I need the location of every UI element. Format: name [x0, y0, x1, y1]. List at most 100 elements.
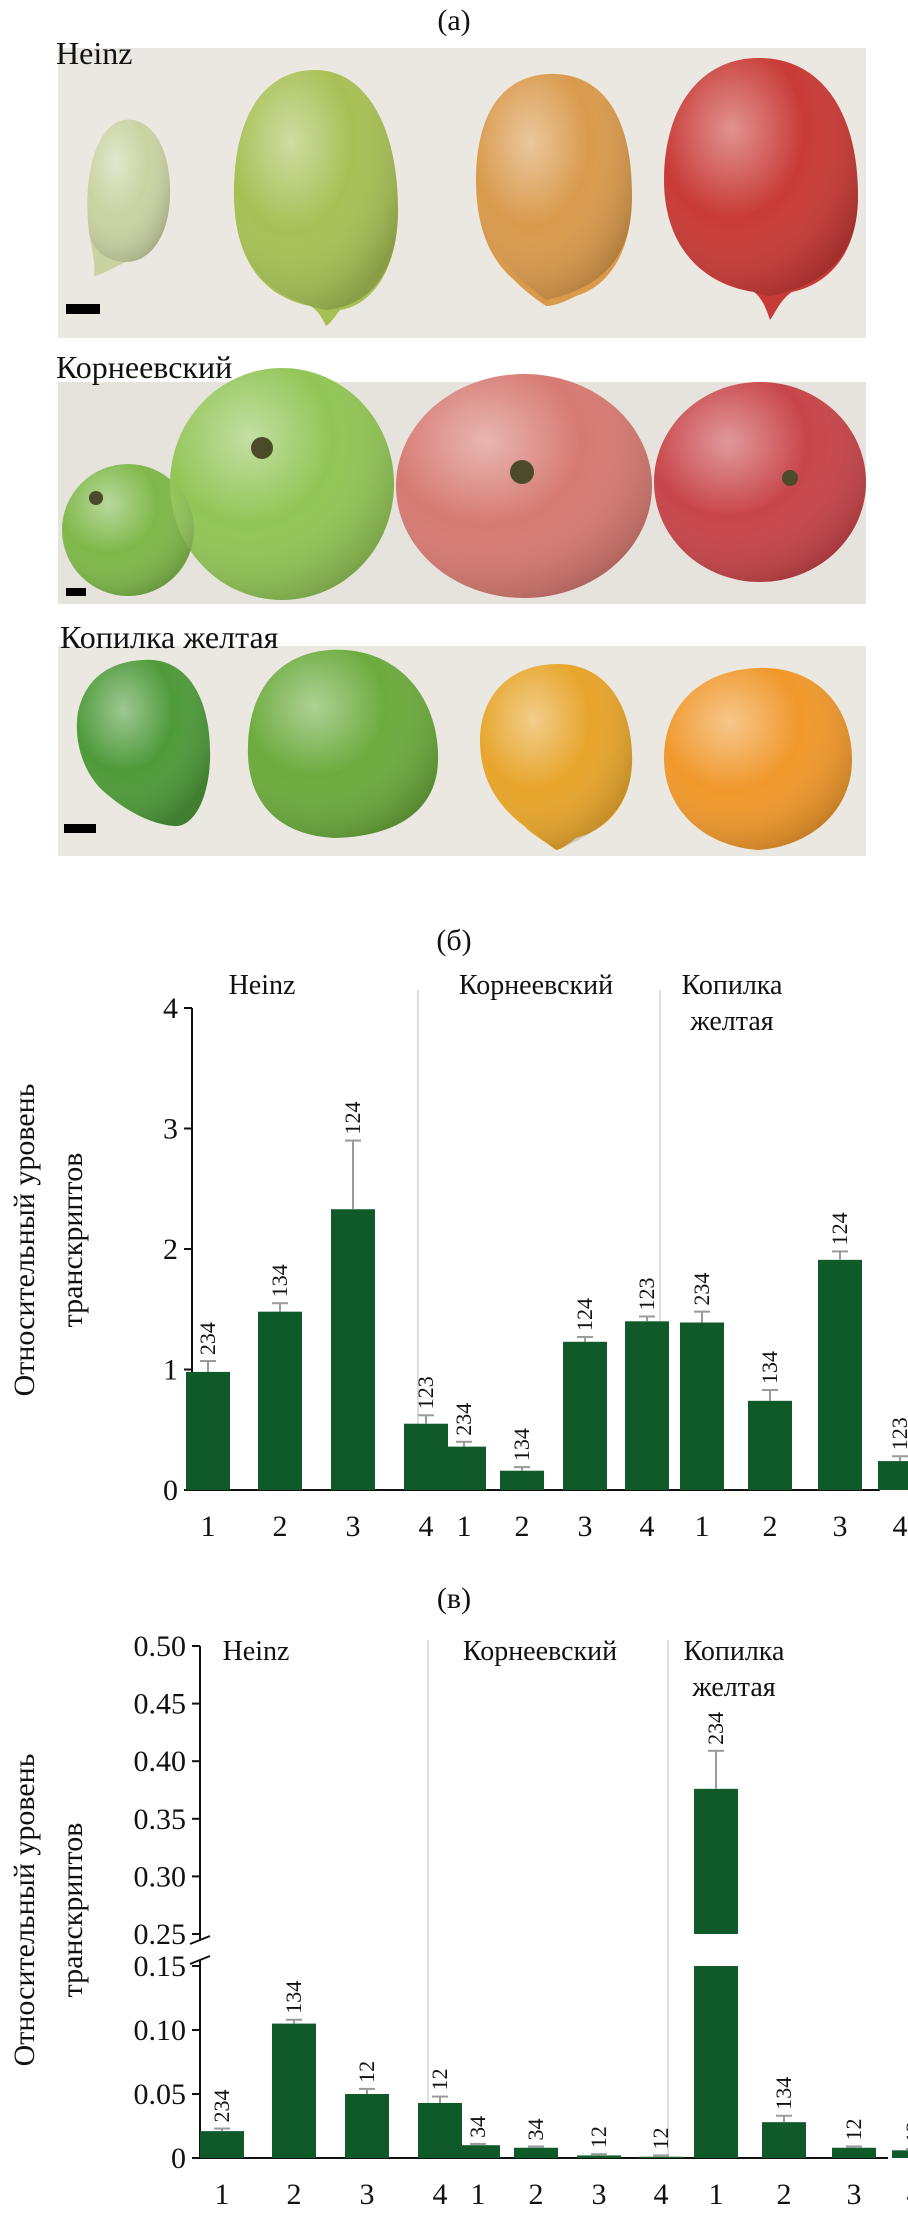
bar [577, 2155, 621, 2158]
shine-overlay [247, 649, 439, 838]
bar-label: 124 [827, 1212, 852, 1245]
x-category-label: 3 [592, 2178, 607, 2211]
bar [563, 1341, 607, 1490]
shine-overlay [87, 119, 171, 262]
shine-overlay [233, 70, 398, 310]
variety-label-kopilka: Копилка желтая [60, 619, 279, 655]
group-name: желтая [689, 1006, 773, 1037]
bar-label: 34 [465, 2116, 490, 2138]
variety-label-korneevsky: Корнеевский [56, 349, 232, 385]
x-category-label: 1 [471, 2178, 486, 2211]
bar [694, 1966, 738, 2158]
bar-label: 234 [689, 1273, 714, 1306]
bar [186, 1371, 230, 1490]
bar-label: 123 [634, 1277, 659, 1310]
bar-label: 124 [572, 1298, 597, 1331]
bar [680, 1322, 724, 1490]
x-category-label: 2 [287, 2178, 302, 2211]
panel-c-ylabel: Относительный уровень транскриптов [8, 1754, 89, 2067]
group-name: Heinz [229, 970, 296, 1001]
shine-overlay [664, 57, 858, 297]
bar [500, 1470, 544, 1490]
ylabel-line2: транскриптов [56, 1823, 89, 1998]
y-tick-label: 2 [163, 1233, 178, 1266]
bar-upper-segment [694, 1788, 738, 1934]
panel-b-label: (б) [436, 924, 471, 957]
shine-overlay [664, 667, 852, 850]
x-category-label: 4 [419, 1510, 434, 1543]
bar [892, 2150, 908, 2158]
bar-label: 124 [340, 1102, 365, 1135]
bar-label: 134 [267, 1264, 292, 1297]
scale-bar [66, 304, 100, 314]
panel-b: (б) Относительный уровень транскриптов 0… [8, 924, 908, 1543]
shine-overlay [396, 374, 652, 598]
panel-b-ylabel: Относительный уровень транскриптов [8, 1084, 89, 1397]
x-category-label: 1 [457, 1510, 472, 1543]
chart-b-plot: 01234Heinz2341134212431234Корнеевский234… [163, 970, 908, 1543]
bar-label: 134 [509, 1428, 534, 1461]
bar [442, 1446, 486, 1490]
bar-label: 12 [427, 2069, 452, 2091]
y-tick-label: 0 [171, 2142, 186, 2175]
bar [625, 1321, 669, 1490]
group-name: Копилка [684, 1636, 785, 1667]
y-tick-label: 0.35 [134, 1803, 187, 1836]
shine-overlay [654, 382, 866, 582]
panel-c: (в) Относительный уровень транскриптов 0… [8, 1582, 908, 2211]
bar-label: 134 [281, 1981, 306, 2014]
x-category-label: 3 [346, 1510, 361, 1543]
y-tick-label: 4 [163, 992, 178, 1025]
y-tick-label: 0.25 [134, 1918, 187, 1951]
y-tick-label: 0.45 [134, 1688, 187, 1721]
bar-label: 34 [523, 2118, 548, 2140]
x-category-label: 1 [709, 2178, 724, 2211]
bar [418, 2102, 462, 2158]
stem-scar [89, 491, 103, 505]
shine-overlay [170, 368, 394, 600]
axis-break-mark [189, 1935, 211, 1945]
group-name: Копилка [682, 970, 783, 1001]
bar-label: 12 [586, 2126, 611, 2148]
bar [200, 2131, 244, 2158]
x-category-label: 4 [893, 1510, 908, 1543]
x-category-label: 4 [654, 2178, 669, 2211]
variety-label-heinz: Heinz [56, 35, 132, 71]
bar [639, 2156, 683, 2158]
y-tick-label: 0.30 [134, 1860, 187, 1893]
bar-label: 12 [354, 2061, 379, 2083]
chart-c-plot: 0 0.05 0.10 0.150.25 0.30 0.35 0.40 0.45 0.50 Hei… [134, 1630, 908, 2211]
group-name: желтая [691, 1672, 775, 1703]
panel-a-label: (a) [437, 4, 470, 37]
panel-c-label: (в) [437, 1582, 471, 1615]
stem-scar [510, 460, 534, 484]
shine-overlay [480, 664, 633, 850]
x-category-label: 4 [640, 1510, 655, 1543]
y-tick-label: 0.50 [134, 1630, 187, 1663]
bar [748, 1400, 792, 1490]
ylabel-line1: Относительный уровень [8, 1754, 41, 2067]
axis-break-gap [194, 1940, 206, 1960]
scale-bar [66, 588, 86, 596]
group-name: Корнеевский [459, 970, 613, 1001]
x-category-label: 1 [215, 2178, 230, 2211]
scale-bar [64, 824, 96, 833]
bar-label: 234 [195, 1322, 220, 1355]
y-tick-label: 1 [163, 1354, 178, 1387]
x-category-label: 1 [695, 1510, 710, 1543]
y-tick-label: 0.10 [134, 2014, 187, 2047]
bar-label: 234 [703, 1712, 728, 1745]
bar [272, 2023, 316, 2158]
bar-label: 12 [648, 2127, 673, 2149]
bar-label: 123 [887, 1417, 908, 1450]
y-tick-label: 3 [163, 1113, 178, 1146]
x-category-label: 2 [763, 1510, 778, 1543]
shine-overlay [76, 659, 211, 827]
y-tick-label: 0 [163, 1474, 178, 1507]
bar [832, 2147, 876, 2158]
bar-label: 12 [901, 2121, 908, 2143]
bar [331, 1209, 375, 1490]
x-category-label: 3 [578, 1510, 593, 1543]
bar [456, 2145, 500, 2158]
bar-label: 12 [841, 2118, 866, 2140]
